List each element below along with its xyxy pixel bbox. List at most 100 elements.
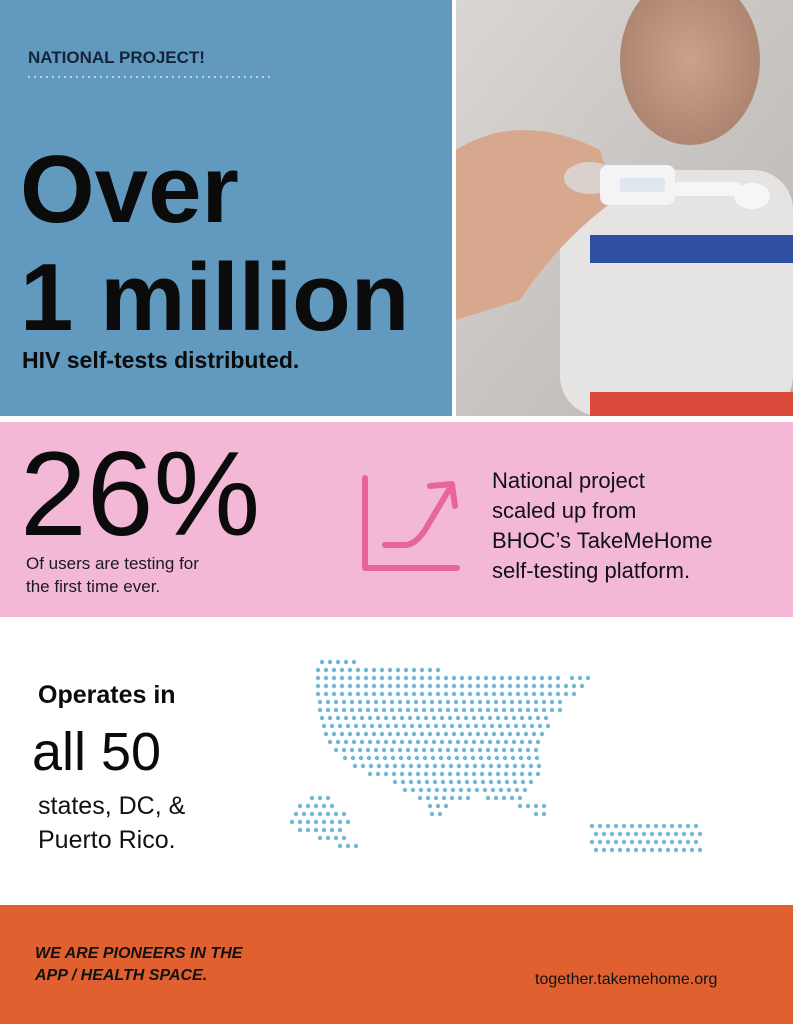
map-dot xyxy=(487,739,493,745)
map-dot xyxy=(486,755,492,761)
map-dot xyxy=(402,787,408,793)
map-dot xyxy=(617,831,623,837)
map-dot xyxy=(471,715,477,721)
map-dot xyxy=(357,747,363,753)
map-dot xyxy=(490,787,496,793)
map-dot xyxy=(493,747,499,753)
map-dot xyxy=(355,675,361,681)
map-dot xyxy=(645,823,651,829)
map-dot xyxy=(379,731,385,737)
map-dot xyxy=(477,707,483,713)
map-dot xyxy=(482,787,488,793)
map-dot xyxy=(577,675,583,681)
map-dot xyxy=(411,675,417,681)
map-dot xyxy=(471,771,477,777)
map-dot xyxy=(506,787,512,793)
map-dot xyxy=(563,691,569,697)
map-dot xyxy=(398,755,404,761)
map-dot xyxy=(331,731,337,737)
map-dot xyxy=(504,779,510,785)
map-dot xyxy=(327,659,333,665)
map-dot xyxy=(685,839,691,845)
map-dot xyxy=(491,675,497,681)
map-dot xyxy=(443,803,449,809)
map-dot xyxy=(355,731,361,737)
map-dot xyxy=(528,779,534,785)
map-dot xyxy=(373,747,379,753)
map-dot xyxy=(499,731,505,737)
map-dot xyxy=(369,723,375,729)
map-dot xyxy=(397,747,403,753)
map-dot xyxy=(527,715,533,721)
map-dot xyxy=(363,731,369,737)
map-dot xyxy=(459,675,465,681)
map-dot xyxy=(432,763,438,769)
map-dot xyxy=(358,755,364,761)
map-dot xyxy=(403,731,409,737)
map-dot xyxy=(523,683,529,689)
map-dot xyxy=(633,847,639,853)
map-dot xyxy=(555,675,561,681)
map-dot xyxy=(510,755,516,761)
map-dot xyxy=(333,707,339,713)
project-text: scaled up from xyxy=(492,498,636,523)
map-dot xyxy=(385,723,391,729)
map-dot xyxy=(438,755,444,761)
map-dot xyxy=(657,831,663,837)
map-dot xyxy=(379,675,385,681)
map-dot xyxy=(441,723,447,729)
map-dot xyxy=(677,823,683,829)
project-text: self-testing platform. xyxy=(492,558,690,583)
map-dot xyxy=(411,731,417,737)
map-dot xyxy=(347,667,353,673)
map-dot xyxy=(531,731,537,737)
map-dot xyxy=(547,683,553,689)
map-dot xyxy=(451,691,457,697)
map-dot xyxy=(427,675,433,681)
map-dot xyxy=(349,699,355,705)
map-dot xyxy=(496,763,502,769)
map-dot xyxy=(381,699,387,705)
map-dot xyxy=(437,707,443,713)
map-dot xyxy=(505,723,511,729)
map-dot xyxy=(507,675,513,681)
map-dot xyxy=(443,675,449,681)
map-dot xyxy=(537,723,543,729)
map-dot xyxy=(400,779,406,785)
map-dot xyxy=(555,691,561,697)
map-dot xyxy=(317,707,323,713)
map-dot xyxy=(384,763,390,769)
map-dot xyxy=(517,707,523,713)
map-dot xyxy=(371,691,377,697)
map-dot xyxy=(693,823,699,829)
map-dot xyxy=(427,667,433,673)
map-dot xyxy=(392,763,398,769)
map-dot xyxy=(649,847,655,853)
map-dot xyxy=(431,715,437,721)
map-dot xyxy=(661,839,667,845)
map-dot xyxy=(321,803,327,809)
map-dot xyxy=(331,667,337,673)
map-dot xyxy=(408,763,414,769)
map-dot xyxy=(477,699,483,705)
map-dot xyxy=(529,723,535,729)
map-dot xyxy=(499,691,505,697)
map-dot xyxy=(633,831,639,837)
map-dot xyxy=(297,827,303,833)
map-dot xyxy=(512,763,518,769)
map-dot xyxy=(549,707,555,713)
map-dot xyxy=(414,755,420,761)
map-dot xyxy=(456,763,462,769)
map-dot xyxy=(435,667,441,673)
map-dot xyxy=(637,823,643,829)
map-dot xyxy=(445,699,451,705)
map-dot xyxy=(331,675,337,681)
map-dot xyxy=(325,699,331,705)
map-dot xyxy=(539,675,545,681)
map-dot xyxy=(419,683,425,689)
map-dot xyxy=(541,707,547,713)
map-dot xyxy=(397,707,403,713)
map-dot xyxy=(533,707,539,713)
map-dot xyxy=(597,839,603,845)
map-dot xyxy=(509,707,515,713)
